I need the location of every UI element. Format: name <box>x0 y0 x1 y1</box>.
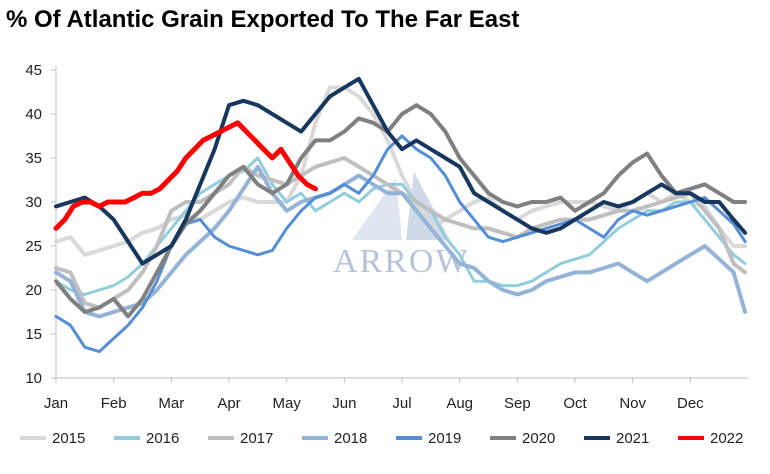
legend: 2015 2016 2017 2018 2019 2020 2021 2022 <box>20 430 743 447</box>
legend-label-2021: 2021 <box>616 430 649 447</box>
series-line-2018 <box>54 164 748 319</box>
x-tick-label: Jan <box>44 395 68 412</box>
y-tick-label: 35 <box>25 150 42 167</box>
y-tick-label: 20 <box>25 282 42 299</box>
legend-label-2019: 2019 <box>428 430 461 447</box>
legend-label-2022: 2022 <box>710 430 743 447</box>
y-tick-label: 15 <box>25 326 42 343</box>
x-tick-label: Feb <box>101 395 127 412</box>
x-tick-label: May <box>272 395 301 412</box>
x-tick-label: Apr <box>217 395 240 412</box>
y-tick-label: 30 <box>25 194 42 211</box>
legend-label-2020: 2020 <box>522 430 555 447</box>
watermark-logo: ARROW <box>333 172 470 280</box>
y-tick-label: 40 <box>25 106 42 123</box>
x-tick-label: Sep <box>504 395 531 412</box>
series-layer <box>53 76 748 354</box>
legend-label-2018: 2018 <box>334 430 367 447</box>
y-tick-label: 10 <box>25 370 42 387</box>
series-line-2016 <box>54 156 747 296</box>
x-tick-label: Dec <box>677 395 704 412</box>
y-tick-label: 45 <box>25 62 42 79</box>
x-tick-label: Jul <box>392 395 411 412</box>
x-tick-label: Jun <box>332 395 356 412</box>
chart-title: % Of Atlantic Grain Exported To The Far … <box>6 6 520 33</box>
x-tick-label: Aug <box>446 395 473 412</box>
x-tick-label: Oct <box>563 395 587 412</box>
legend-label-2015: 2015 <box>52 430 85 447</box>
legend-label-2016: 2016 <box>146 430 179 447</box>
y-tick-label: 25 <box>25 238 42 255</box>
x-tick-label: Mar <box>158 395 184 412</box>
legend-label-2017: 2017 <box>240 430 273 447</box>
series-line-2022 <box>53 120 318 231</box>
x-tick-label: Nov <box>619 395 646 412</box>
axes: 10 15 20 25 30 35 40 45 Jan Feb Mar Apr May Jun Jul Aug… <box>25 62 748 412</box>
series-line-2021 <box>54 76 748 266</box>
watermark-text: ARROW <box>333 243 470 280</box>
